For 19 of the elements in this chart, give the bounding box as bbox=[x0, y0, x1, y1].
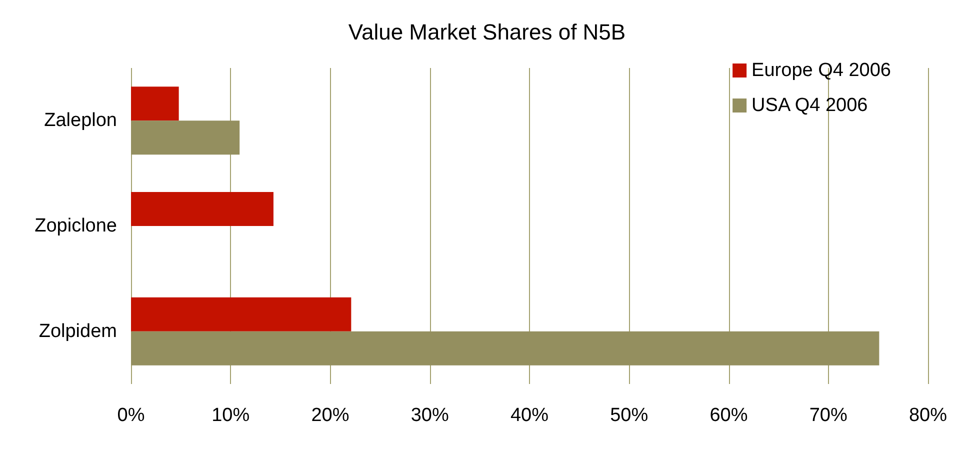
bar bbox=[131, 297, 352, 332]
bar bbox=[131, 120, 240, 155]
x-tick-label: 60% bbox=[710, 405, 748, 426]
y-tick-label: Zolpidem bbox=[38, 320, 117, 342]
bar bbox=[131, 86, 179, 121]
x-tick-label: 50% bbox=[610, 405, 648, 426]
bar bbox=[131, 331, 880, 366]
x-tick-label: 70% bbox=[809, 405, 848, 426]
x-tick-label: 30% bbox=[410, 405, 449, 426]
x-tick-label: 0% bbox=[117, 405, 145, 426]
x-tick-label: 10% bbox=[212, 405, 250, 426]
y-tick-label: Zaleplon bbox=[44, 110, 117, 132]
x-tick-label: 40% bbox=[510, 405, 549, 426]
legend-label: Europe Q4 2006 bbox=[752, 60, 892, 81]
y-tick-label: Zopiclone bbox=[34, 216, 117, 236]
bar bbox=[131, 192, 274, 226]
chart-title: Value Market Shares of N5B bbox=[348, 20, 626, 44]
x-tick-label: 20% bbox=[311, 405, 350, 426]
x-tick-label: 80% bbox=[908, 405, 948, 426]
